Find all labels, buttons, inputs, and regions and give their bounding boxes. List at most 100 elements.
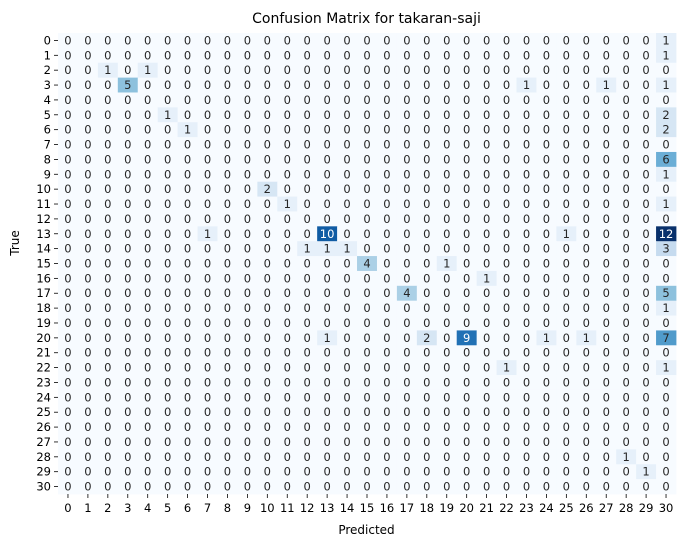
heatmap-cell [396,270,418,287]
heatmap-cell [357,270,378,287]
cell-value-label: 0 [603,167,610,181]
heatmap-cell [58,345,79,361]
heatmap-cell [177,151,198,168]
heatmap-cell [496,92,517,108]
heatmap-cell [197,33,218,49]
cell-value-label: 0 [244,361,251,375]
heatmap-cell [436,419,458,435]
cell-value-label: 0 [244,375,251,389]
heatmap-cell [556,315,577,331]
cell-value-label: 0 [264,63,271,77]
cell-value-label: 0 [383,108,390,122]
x-tick-label: 5 [164,501,171,515]
cell-value-label: 0 [284,405,291,419]
cell-value-label: 0 [363,331,370,345]
cell-value-label: 1 [503,361,510,375]
heatmap-cell [357,345,378,361]
cell-value-label: 0 [244,465,251,479]
cell-value-label: 0 [164,63,171,77]
cell-value-label: 0 [662,375,669,389]
cell-value-label: 0 [603,242,610,256]
heatmap-cell [117,256,139,272]
heatmap-cell [536,404,557,421]
cell-value-label: 0 [662,93,669,107]
heatmap-cell [416,464,438,480]
heatmap-cell [416,285,438,302]
heatmap-cell [496,375,517,391]
cell-value-label: 5 [124,78,131,92]
heatmap-cell [636,211,657,227]
heatmap-cell [137,196,159,212]
heatmap-cell [117,211,139,227]
cell-value-label: 0 [403,227,410,241]
heatmap-cell [337,196,358,212]
cell-value-label: 0 [64,108,71,122]
heatmap-cell [516,196,537,212]
x-tick-label: 23 [519,501,534,515]
heatmap-cell [476,151,497,168]
cell-value-label: 0 [284,420,291,434]
cell-value-label: 1 [662,301,669,315]
heatmap-cell [576,196,597,212]
cell-value-label: 0 [443,405,450,419]
cell-value-label: 0 [503,257,510,271]
heatmap-cell [277,479,298,495]
heatmap-cell [177,107,198,123]
cell-value-label: 0 [563,316,570,330]
heatmap-cell [496,434,517,450]
heatmap-cell [636,270,657,287]
cell-value-label: 0 [383,316,390,330]
cell-value-label: 0 [523,212,530,226]
cell-value-label: 9 [463,331,470,345]
cell-value-label: 0 [662,420,669,434]
heatmap-cell [257,360,278,376]
y-tick-label: 23 [36,375,51,389]
cell-value-label: 0 [603,48,610,62]
cell-value-label: 0 [583,361,590,375]
cell-value-label: 0 [164,152,171,166]
heatmap-cell [476,77,497,93]
heatmap-cell [97,464,119,480]
heatmap-cell [516,226,537,242]
heatmap-cell [536,300,557,316]
heatmap-cell [58,62,79,79]
cell-value-label: 0 [124,405,131,419]
heatmap-cell [656,226,677,242]
cell-value-label: 0 [523,465,530,479]
heatmap-cell [177,196,198,212]
heatmap-cell [376,389,398,406]
heatmap-cell [197,449,218,465]
cell-value-label: 0 [563,197,570,211]
heatmap-cell [596,211,617,227]
heatmap-cell [217,92,238,108]
cell-value-label: 0 [64,152,71,166]
heatmap-cell [516,92,537,108]
heatmap-cell [217,196,238,212]
heatmap-cell [576,226,597,242]
cell-value-label: 0 [443,33,450,47]
heatmap-cell [357,196,378,212]
heatmap-cell [58,241,79,257]
heatmap-cell [596,360,617,376]
heatmap-cell [536,389,557,406]
heatmap-cell [297,300,318,316]
heatmap-cell [376,419,398,435]
cell-value-label: 0 [443,346,450,360]
heatmap-cell [217,464,238,480]
heatmap-cell [596,300,617,316]
cell-value-label: 0 [204,123,211,137]
heatmap-cell [636,122,657,138]
chart-title: Confusion Matrix for takaran-saji [252,11,481,27]
cell-value-label: 0 [304,197,311,211]
heatmap-cell [297,92,318,108]
heatmap-cell [317,315,338,331]
heatmap-cell [297,122,318,138]
y-tick-label: 27 [36,435,51,449]
heatmap-cell [576,345,597,361]
cell-value-label: 1 [622,450,629,464]
heatmap-cell [58,256,79,272]
heatmap-cell [177,181,198,197]
cell-value-label: 0 [463,480,470,494]
cell-value-label: 0 [304,123,311,137]
cell-value-label: 0 [284,361,291,375]
